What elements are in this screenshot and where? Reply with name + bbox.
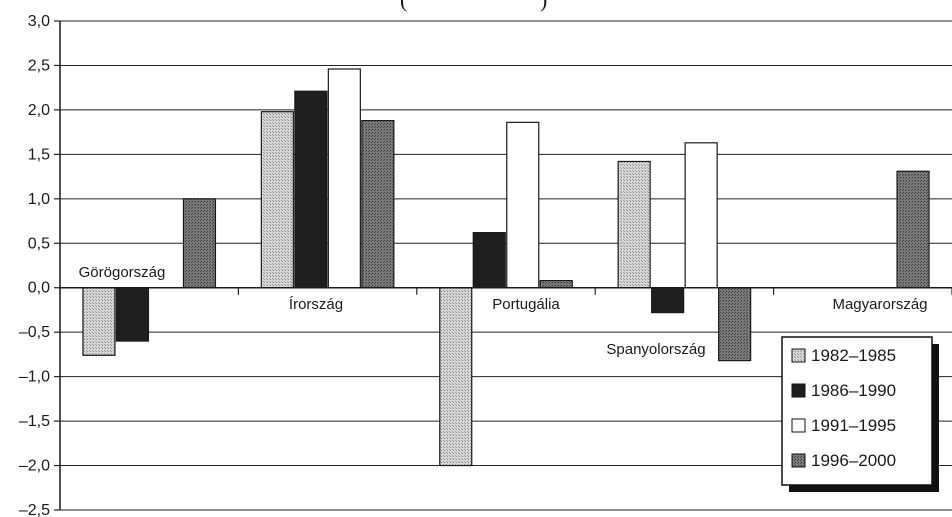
category-label: Portugália: [492, 296, 560, 313]
category-label: Spanyolország: [606, 341, 705, 358]
legend-label: 1991–1995: [811, 416, 896, 435]
legend-label: 1986–1990: [811, 381, 896, 400]
legend: 1982–1985 1986–1990 1991–1995 1996–2000: [781, 336, 939, 492]
bar: [294, 90, 328, 289]
bars: [82, 68, 930, 467]
category-label: Magyarország: [832, 296, 927, 313]
bar: [472, 232, 506, 289]
legend-swatch: [791, 418, 806, 433]
legend-swatch: [791, 383, 806, 398]
bar: [260, 111, 294, 289]
y-tick-label: –2,0: [19, 458, 50, 475]
legend-label: 1996–2000: [811, 451, 896, 470]
y-tick-label: –2,5: [19, 502, 50, 517]
y-tick-label: –1,5: [19, 413, 50, 430]
category-labels: Görögország Írország Portugália Spanyolorsz…: [79, 264, 928, 358]
legend-swatch: [791, 348, 806, 363]
bar: [718, 287, 752, 362]
bar: [182, 198, 217, 289]
bar: [439, 287, 473, 467]
y-tick-label: –1,0: [19, 369, 50, 386]
y-tick-label: 0,0: [28, 280, 50, 297]
y-tick-label: –0,5: [19, 324, 50, 341]
y-tick-label: 1,0: [28, 191, 50, 208]
category-label: Írország: [289, 296, 343, 313]
y-tick-label: 1,5: [28, 146, 50, 163]
bar: [896, 170, 930, 289]
bar: [617, 160, 651, 289]
chart-title-fragment-start: (: [400, 0, 407, 12]
bar: [539, 280, 573, 289]
bar: [651, 287, 685, 314]
bar: [115, 287, 150, 342]
bar: [506, 121, 540, 289]
y-tick-label: 0,5: [28, 235, 50, 252]
bar: [361, 119, 395, 289]
bar: [327, 68, 361, 289]
category-label: Görögország: [79, 264, 166, 281]
y-axis-ticks: 3,0 2,5 2,0 1,5 1,0 0,5 0,0 –0,5 –1,0 –1,5 –2,0 –2,…: [19, 13, 60, 517]
y-tick-label: 2,5: [28, 57, 50, 74]
legend-box: [781, 336, 933, 486]
bar: [82, 287, 116, 356]
bar: [684, 142, 718, 289]
y-tick-label: 3,0: [28, 13, 50, 30]
legend-swatch: [791, 453, 806, 468]
chart-title-fragment-end: ): [540, 0, 547, 12]
y-tick-label: 2,0: [28, 102, 50, 119]
legend-label: 1982–1985: [811, 346, 896, 365]
